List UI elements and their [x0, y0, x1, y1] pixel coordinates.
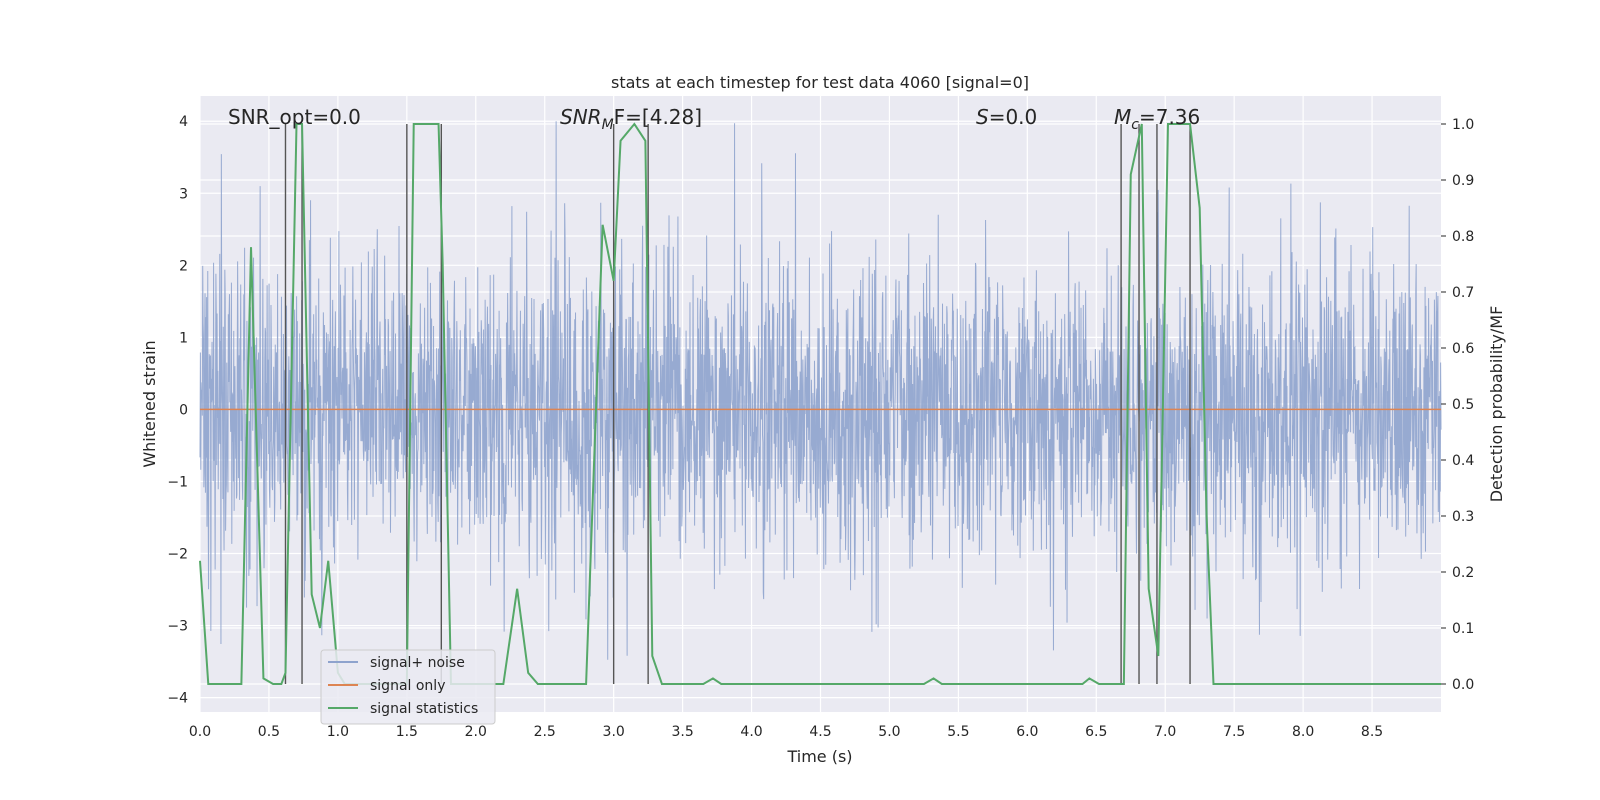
y-tick-label-5: −1	[167, 474, 188, 490]
y-tick-label-1: 3	[179, 186, 188, 202]
y-right-tick-label-9: 0.1	[1452, 621, 1474, 637]
y-right-tick-label-3: 0.7	[1452, 285, 1474, 301]
y-right-axis-label: Detection probability/MF	[1487, 306, 1506, 503]
x-tick-label-13: 6.5	[1085, 724, 1107, 740]
annotation-snr-mf-sub: M	[602, 117, 614, 133]
series-signal-statistics	[199, 122, 1441, 685]
y-right-tick-label-8: 0.2	[1452, 565, 1474, 581]
signal-statistics-line	[199, 122, 1441, 685]
y-right-tick-label-2: 0.8	[1452, 229, 1474, 245]
x-axis-label: Time (s)	[786, 747, 852, 766]
x-tick-label-17: 8.5	[1361, 724, 1383, 740]
y-right-tick-labels: 1.0 0.9 0.8 0.7 0.6 0.5 0.4 0.3 0.2 0.1 0.0	[1441, 117, 1474, 693]
y-right-tick-label-7: 0.3	[1452, 509, 1474, 525]
y-tick-label-8: −4	[167, 691, 188, 707]
annotation-mc-symbol: M	[1114, 105, 1131, 129]
y-tick-label-2: 2	[179, 258, 188, 274]
x-tick-label-10: 5.0	[878, 724, 900, 740]
y-right-tick-label-1: 0.9	[1452, 173, 1474, 189]
x-tick-label-2: 1.0	[327, 724, 349, 740]
y-right-tick-label-0: 1.0	[1452, 117, 1474, 133]
y-tick-label-0: 4	[179, 114, 188, 130]
legend-box	[320, 649, 496, 725]
legend-label-signal-only: signal only	[370, 678, 445, 694]
x-tick-label-0: 0.0	[189, 724, 211, 740]
y-tick-label-7: −3	[167, 619, 188, 635]
x-tick-label-8: 4.0	[740, 724, 762, 740]
y-right-tick-label-4: 0.6	[1452, 341, 1474, 357]
legend: signal+ noise signal only signal statist…	[320, 649, 496, 725]
legend-label-signal-statistics: signal statistics	[370, 701, 478, 717]
y-right-tick-label-10: 0.0	[1452, 677, 1474, 693]
vertical-markers	[284, 124, 1191, 684]
x-tick-label-6: 3.0	[603, 724, 625, 740]
y-tick-label-6: −2	[167, 546, 188, 562]
annotation-snr-mf: SNRMF=[4.28]	[560, 105, 702, 133]
x-tick-label-3: 1.5	[396, 724, 418, 740]
x-tick-label-14: 7.0	[1154, 724, 1176, 740]
annotation-mc: Mc=7.36	[1114, 105, 1200, 133]
y-right-tick-label-6: 0.4	[1452, 453, 1474, 469]
x-tick-label-15: 7.5	[1223, 724, 1245, 740]
annotation-s: S=0.0	[976, 105, 1037, 129]
x-tick-label-7: 3.5	[671, 724, 693, 740]
annotation-s-value: =0.0	[989, 105, 1038, 129]
annotation-snr-mf-base: SNR	[560, 105, 602, 129]
y-tick-label-3: 1	[179, 330, 188, 346]
annotation-mc-sub: c	[1131, 117, 1139, 133]
x-tick-label-5: 2.5	[534, 724, 556, 740]
y-tick-labels: 4 3 2 1 0 −1 −2 −3 −4	[167, 114, 188, 706]
annotation-mc-value: =7.36	[1139, 105, 1200, 129]
annotation-s-symbol: S	[976, 105, 989, 129]
x-tick-label-9: 4.5	[809, 724, 831, 740]
y-axis-label: Whitened strain	[140, 340, 159, 467]
legend-label-signal-plus-noise: signal+ noise	[370, 655, 465, 671]
y-right-tick-label-5: 0.5	[1452, 397, 1474, 413]
chart-title: stats at each timestep for test data 406…	[611, 73, 1029, 92]
x-tick-label-16: 8.0	[1292, 724, 1314, 740]
y-tick-label-4: 0	[179, 402, 188, 418]
x-tick-labels: 0.0 0.5 1.0 1.5 2.0 2.5 3.0 3.5 4.0 4.5 5.0 5.5 6.0 6…	[189, 724, 1383, 740]
x-tick-label-11: 5.5	[947, 724, 969, 740]
annotation-snr-mf-tail: F=[4.28]	[614, 105, 702, 129]
annotation-snr-opt: SNR_opt=0.0	[228, 105, 361, 129]
x-tick-label-1: 0.5	[258, 724, 280, 740]
x-tick-label-4: 2.0	[465, 724, 487, 740]
x-tick-label-12: 6.0	[1016, 724, 1038, 740]
